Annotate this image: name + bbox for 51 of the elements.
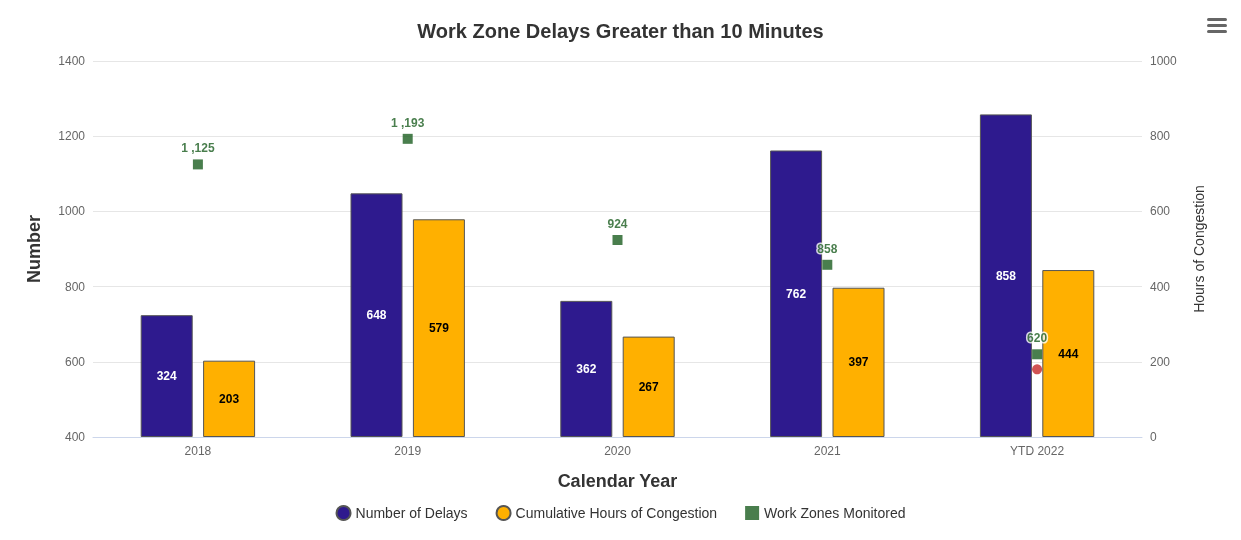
data-label: 762	[786, 286, 807, 301]
data-label: 648	[366, 308, 387, 323]
point	[1032, 349, 1043, 360]
y2-tick-label: 200	[1150, 354, 1171, 369]
bar	[622, 336, 675, 437]
y-tick-label: 800	[64, 279, 86, 294]
y-tick-label: 1200	[58, 129, 86, 144]
bar	[203, 360, 256, 437]
bar	[832, 287, 885, 437]
point	[192, 159, 203, 170]
y2-tick-label: 800	[1150, 129, 1171, 144]
data-label: 858	[995, 268, 1017, 283]
legend-label: Number of Delays	[355, 505, 468, 521]
x-tick-label: 2020	[604, 444, 632, 458]
data-label: 203	[219, 391, 240, 406]
data-label: 579	[428, 321, 450, 336]
y-tick-label: 400	[64, 430, 86, 444]
y2-axis-title: Hours of Congestion	[1191, 185, 1207, 313]
y2-tick-label: 0	[1150, 430, 1157, 444]
x-tick-label: 2019	[394, 444, 422, 458]
data-label: 1 ,125	[181, 141, 215, 156]
data-label: 267	[638, 379, 660, 394]
x-tick-label: 2021	[813, 444, 841, 458]
point	[1032, 364, 1043, 375]
bar	[560, 300, 613, 437]
bar	[140, 315, 193, 437]
data-label: 397	[848, 355, 869, 370]
y2-tick-label: 600	[1150, 204, 1171, 219]
point	[402, 133, 413, 144]
data-label: 444	[1058, 346, 1079, 361]
bar	[412, 219, 465, 437]
data-label: 620	[1027, 331, 1048, 346]
y-axis-title: Number	[24, 214, 44, 284]
legend-label: Cumulative Hours of Congestion	[515, 505, 718, 521]
point	[822, 259, 833, 270]
y2-tick-label: 400	[1150, 279, 1171, 294]
x-tick-label: YTD 2022	[1010, 444, 1065, 458]
chart-title: Work Zone Delays Greater than 10 Minutes	[417, 20, 824, 42]
data-label: 324	[156, 369, 178, 384]
legend-label: Work Zones Monitored	[764, 505, 906, 521]
data-label: 1 ,193	[391, 115, 425, 130]
y-tick-label: 1400	[58, 54, 86, 68]
data-label: 362	[576, 361, 597, 376]
y-tick-label: 1000	[58, 204, 86, 219]
bar	[350, 193, 403, 437]
data-label: 924	[607, 216, 628, 231]
y2-tick-label: 1000	[1150, 54, 1178, 68]
point	[612, 234, 623, 245]
y-tick-label: 600	[64, 354, 86, 369]
x-tick-label: 2018	[184, 444, 212, 458]
x-axis-title: Calendar Year	[557, 471, 678, 491]
